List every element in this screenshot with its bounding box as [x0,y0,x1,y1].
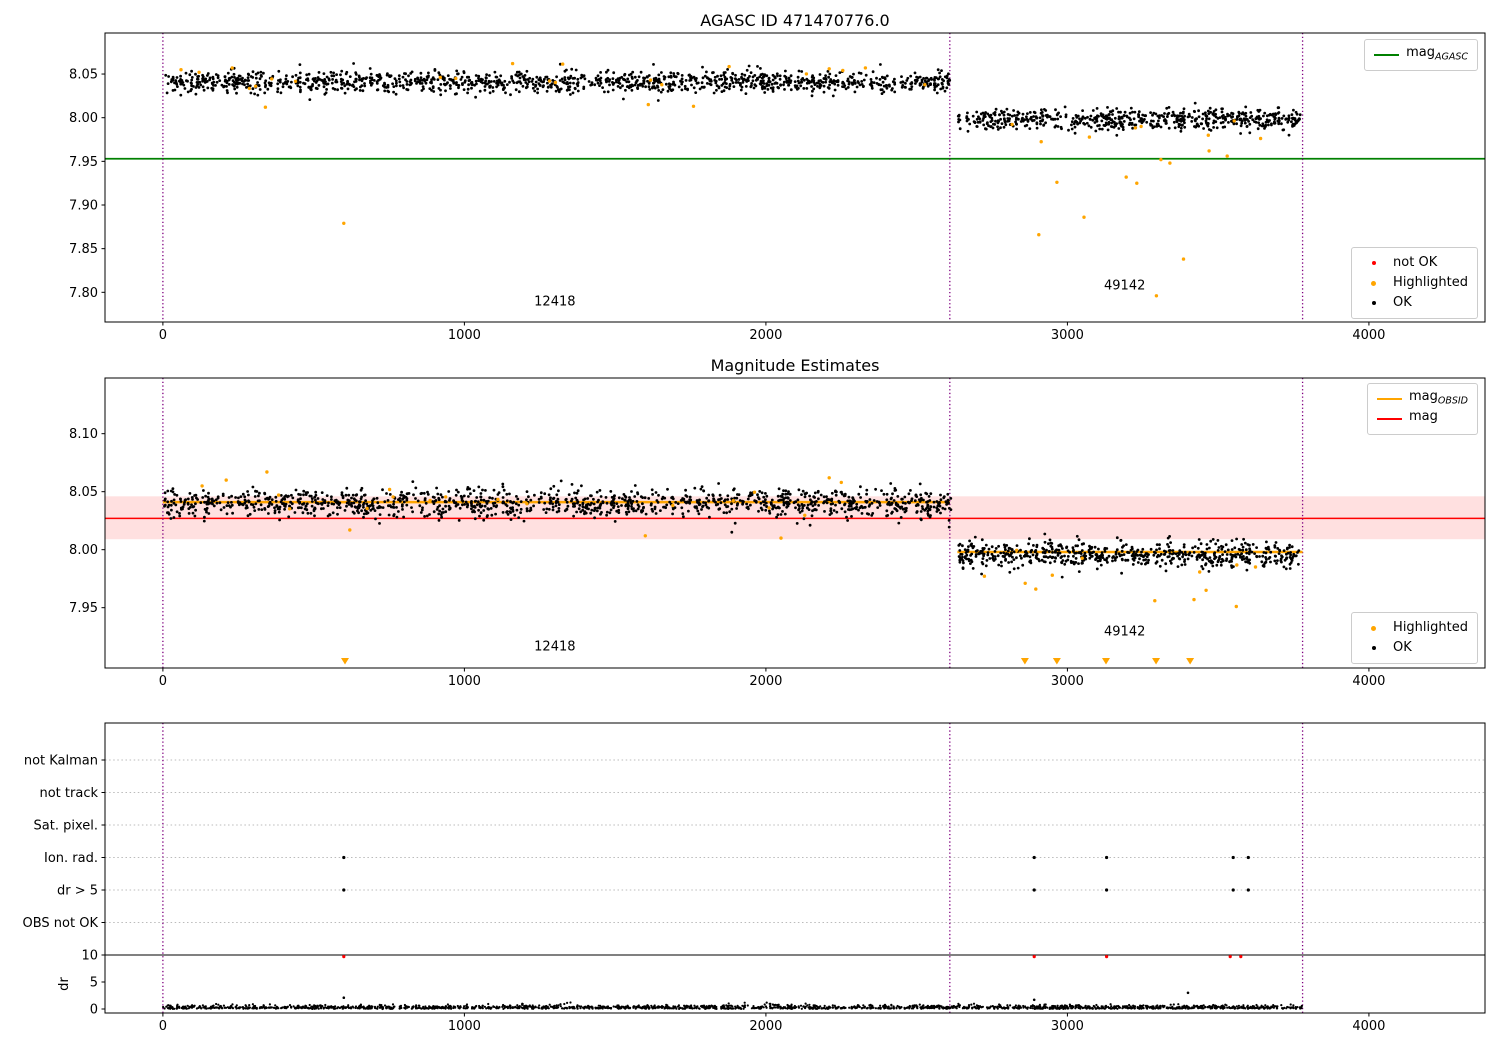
green-line-swatch [1374,53,1400,57]
chart2-title: Magnitude Estimates [710,356,880,375]
svg-text:8.05: 8.05 [69,68,98,83]
flag-row-label: dr > 5 [57,884,98,899]
svg-text:3000: 3000 [1051,328,1084,343]
svg-text:7.90: 7.90 [69,199,98,214]
flag-row-label: Sat. pixel. [34,819,98,834]
flag-row-label: not Kalman [24,754,98,769]
obsid-label: 12418 [534,640,575,655]
svg-text:8.10: 8.10 [69,427,98,442]
obsid-label: 49142 [1104,279,1145,294]
svg-text:2000: 2000 [749,328,782,343]
flag-row-label: OBS not OK [23,916,99,931]
svg-text:1000: 1000 [448,328,481,343]
dr-scatter [162,991,1303,1011]
legend-item-ok: OK [1361,293,1468,313]
orange-line-swatch [1376,397,1402,401]
red-dot-swatch [1361,261,1386,265]
chart1: 12418 49142 0 1000 2000 3000 4000 7.80 7.85 7.90 7… [69,32,1486,343]
chart2-series-highlighted [200,470,1258,609]
svg-text:7.85: 7.85 [69,242,98,257]
svg-text:1000: 1000 [448,674,481,689]
chart1-series-highlighted [179,61,1263,298]
legend-quality-top: not OK Highlighted OK [1351,247,1478,319]
svg-text:8.00: 8.00 [69,543,98,558]
legend-label: magAGASC [1406,44,1468,63]
flag-row-label: Ion. rad. [44,851,98,866]
legend-item-ok: OK [1361,638,1468,658]
svg-text:0: 0 [159,328,167,343]
dr-clipped-red-points [342,955,1243,959]
flag-points-row-4 [342,888,1250,892]
svg-text:7.80: 7.80 [69,286,98,301]
obsid-label: 12418 [534,294,575,309]
svg-text:8.00: 8.00 [69,111,98,126]
legend-item-mag-obsid: magOBSID [1376,388,1468,409]
legend-item-not-ok: not OK [1361,253,1468,273]
legend-quality-mid: Highlighted OK [1351,612,1478,664]
svg-text:7.95: 7.95 [69,155,98,170]
svg-text:7.95: 7.95 [69,601,98,616]
chart2: 12418 49142 0 1000 2000 3000 4000 7.95 8.00 8.05 8… [69,377,1486,689]
legend-mag-agasc: magAGASC [1364,39,1478,71]
legend-mag-lines: magOBSID mag [1366,383,1478,435]
svg-text:2000: 2000 [749,674,782,689]
svg-text:0: 0 [159,674,167,689]
obsid-label: 49142 [1104,625,1145,640]
red-line-swatch [1376,417,1402,421]
chart2-series-ok [163,479,1301,579]
svg-text:8.05: 8.05 [69,485,98,500]
orange-dot-swatch [1361,625,1386,631]
orange-dot-swatch [1361,280,1386,286]
dr-axis-label: dr [57,977,72,991]
flag-row-label: not track [39,786,98,801]
black-dot-swatch [1361,646,1386,650]
legend-item-mag: mag [1376,408,1468,429]
legend-item-mag-agasc: magAGASC [1374,45,1468,65]
clipped-low-markers [341,658,1195,665]
svg-text:4000: 4000 [1352,674,1385,689]
legend-item-highlighted: Highlighted [1361,618,1468,638]
svg-text:4000: 4000 [1352,328,1385,343]
legend-label: magOBSID [1408,388,1468,407]
chart3-flags: not Kalman not track Sat. pixel. Ion. rad. d… [23,722,1486,1034]
legend-label: mag [1408,408,1438,424]
svg-text:3000: 3000 [1051,674,1084,689]
legend-item-highlighted: Highlighted [1361,273,1468,293]
chart1-title: AGASC ID 471470776.0 [700,11,890,30]
flag-points-row-3 [342,855,1250,860]
black-dot-swatch [1361,301,1386,305]
